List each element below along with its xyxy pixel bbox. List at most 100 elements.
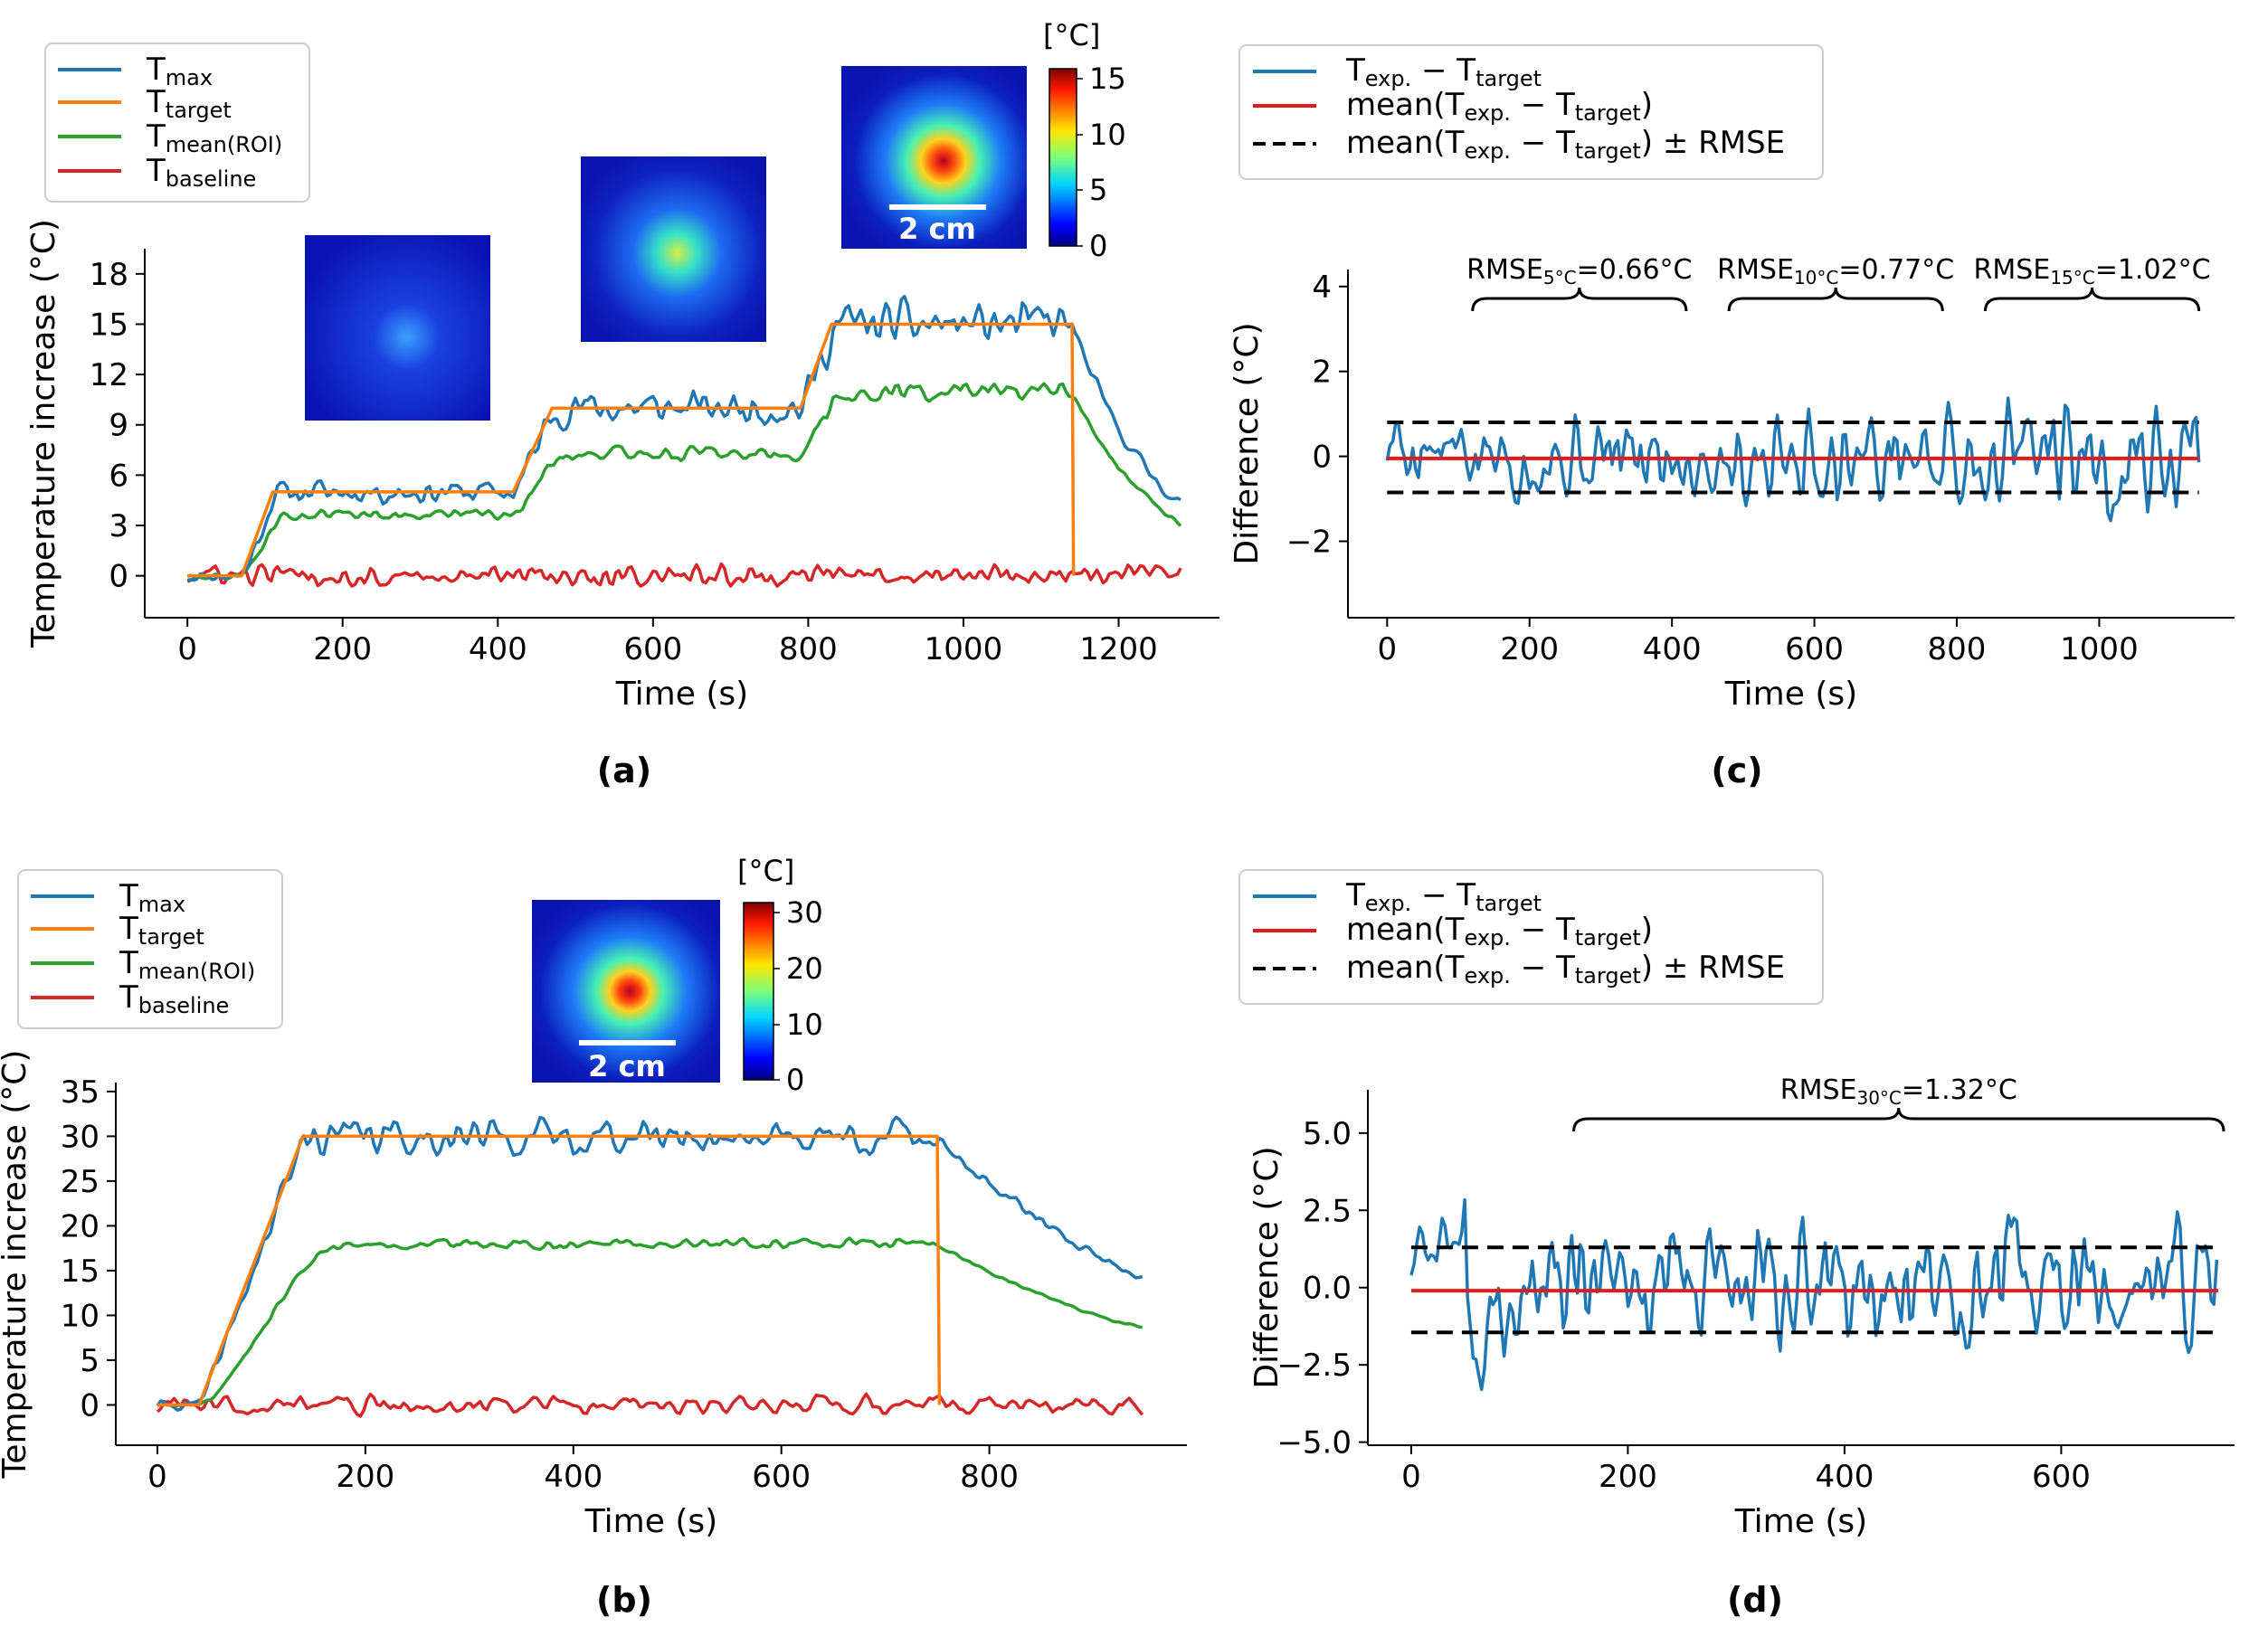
y-tick-label: 30 <box>61 1119 100 1155</box>
plot-area <box>1385 396 2201 523</box>
panel-d-label: (d) <box>1727 1580 1783 1620</box>
rmse-annotation: RMSE30°C=1.32°C <box>1780 1074 2017 1109</box>
panel-a-plot: 0 200 400 600 800 1000 1200 0 3 6 9 12 15 18 Time (s) T… <box>25 219 1219 713</box>
y-tick-label: 2.5 <box>1303 1193 1352 1229</box>
x-tick-label: 600 <box>1785 631 1844 667</box>
panel-b-legend: Tmax Ttarget Tmean(ROI) Tbaseline <box>17 869 283 1029</box>
x-tick-label: 400 <box>469 631 527 667</box>
rmse-annotation: RMSE15°C=1.02°C <box>1974 254 2211 289</box>
x-tick-label: 200 <box>336 1459 394 1495</box>
legend-label-mean: mean(Texp. − Ttarget) <box>1346 912 1653 951</box>
x-tick-label: 200 <box>313 631 372 667</box>
legend-label-ttarget: Ttarget <box>146 84 232 123</box>
panel-d-plot: 0 200 400 600 −5.0 −2.5 0.0 2.5 5.0 Time (s) Diffe… <box>1248 1074 2235 1540</box>
colorbar-tick-label: 5 <box>1089 173 1107 207</box>
thermal-image-30c: 2 cm <box>532 900 720 1083</box>
y-tick-label: 0 <box>80 1387 100 1424</box>
colorbar-unit: [°C] <box>1043 18 1100 52</box>
x-tick-label: 800 <box>779 631 838 667</box>
colorbar-unit: [°C] <box>737 854 794 888</box>
panel-b-label: (b) <box>596 1580 652 1620</box>
y-tick-label: 0 <box>109 559 128 595</box>
y-tick-label: 0 <box>1312 440 1332 476</box>
y-tick-label: 0.0 <box>1303 1271 1352 1307</box>
legend-frame <box>44 43 310 203</box>
series-difference <box>1385 396 2201 523</box>
y-tick-label: 12 <box>90 357 128 393</box>
legend-label-diff: Texp. − Ttarget <box>1345 52 1542 91</box>
panel-d: 0 200 400 600 −5.0 −2.5 0.0 2.5 5.0 Time (s) Diffe… <box>1238 869 2235 1620</box>
x-tick-label: 200 <box>1500 631 1559 667</box>
x-tick-label: 1000 <box>925 631 1003 667</box>
heatmap-inset <box>532 900 720 1083</box>
colorbar-tick-label: 0 <box>1089 229 1107 263</box>
x-axis-label: Time (s) <box>615 676 748 713</box>
y-tick-label: 15 <box>90 307 128 343</box>
series-tmax <box>156 1115 1143 1412</box>
panel-a: 0 200 400 600 800 1000 1200 0 3 6 9 12 15 18 Time (s) T… <box>25 18 1219 790</box>
y-tick-label: 4 <box>1312 270 1332 306</box>
y-tick-label: 3 <box>109 508 128 544</box>
x-tick-label: 0 <box>1377 631 1397 667</box>
panel-b-plot: 0 200 400 600 800 0 5 10 15 20 25 30 35 Time (s) Tempe… <box>0 1050 1187 1540</box>
plot-area <box>1409 1197 2219 1392</box>
panel-c-legend: Texp. − Ttarget mean(Texp. − Ttarget) me… <box>1238 44 1824 180</box>
legend-frame <box>17 869 283 1029</box>
y-tick-label: −2.5 <box>1276 1348 1352 1384</box>
x-tick-label: 1200 <box>1079 631 1158 667</box>
legend-label-diff: Texp. − Ttarget <box>1345 877 1542 916</box>
x-tick-label: 400 <box>544 1459 603 1495</box>
x-axis-label: Time (s) <box>584 1503 717 1540</box>
legend-label-tmax: Tmax <box>146 52 213 90</box>
colorbar-tick-label: 30 <box>786 895 823 930</box>
legend-label-rmse: mean(Texp. − Ttarget) ± RMSE <box>1346 950 1785 989</box>
colorbar-tick-label: 10 <box>786 1007 823 1042</box>
scale-bar-label: 2 cm <box>898 212 976 246</box>
x-axis-label: Time (s) <box>1724 676 1857 713</box>
legend-label-tbaseline: Tbaseline <box>119 979 229 1018</box>
legend-frame <box>1238 44 1824 180</box>
x-axis-label: Time (s) <box>1734 1503 1867 1540</box>
x-tick-label: 1000 <box>2060 631 2139 667</box>
y-axis-label: Temperature increase (°C) <box>25 219 62 648</box>
scale-bar-label: 2 cm <box>588 1049 666 1083</box>
colorbar <box>1049 68 1077 247</box>
x-tick-label: 800 <box>960 1459 1019 1495</box>
y-axis-label: Difference (°C) <box>1248 1146 1286 1388</box>
y-tick-label: 6 <box>109 458 128 494</box>
legend-label-rmse: mean(Texp. − Ttarget) ± RMSE <box>1346 125 1785 164</box>
plot-area <box>186 294 1182 588</box>
colorbar <box>743 902 774 1081</box>
panel-c: 0 200 400 600 800 1000 −2 0 2 4 Time (s) Difference… <box>1229 44 2235 790</box>
thermal-image-10c <box>581 156 766 342</box>
rmse-annotation: RMSE10°C=0.77°C <box>1717 254 1954 289</box>
legend-label-tmean: Tmean(ROI) <box>119 945 255 984</box>
x-tick-label: 600 <box>752 1459 811 1495</box>
panel-d-legend: Texp. − Ttarget mean(Texp. − Ttarget) me… <box>1238 869 1824 1005</box>
rmse-brace <box>1471 287 1688 312</box>
legend-label-mean: mean(Texp. − Ttarget) <box>1346 87 1653 126</box>
thermal-image-5c <box>305 235 490 421</box>
rmse-brace <box>1572 1107 2225 1132</box>
y-tick-label: 5 <box>80 1343 100 1379</box>
x-tick-label: 0 <box>177 631 197 667</box>
colorbar-tick-label: 20 <box>786 951 823 986</box>
series-difference <box>1409 1197 2219 1392</box>
x-tick-label: 600 <box>2032 1459 2091 1495</box>
legend-label-ttarget: Ttarget <box>119 911 204 950</box>
y-tick-label: 35 <box>61 1074 100 1111</box>
panel-c-label: (c) <box>1711 751 1762 790</box>
x-tick-label: 0 <box>1401 1459 1421 1495</box>
heatmap-inset <box>305 235 490 421</box>
x-tick-label: 400 <box>1643 631 1702 667</box>
thermal-image-15c: 2 cm <box>841 66 1027 249</box>
rmse-brace <box>1727 287 1944 312</box>
y-axis-label: Difference (°C) <box>1229 322 1266 564</box>
legend-label-tbaseline: Tbaseline <box>146 153 256 192</box>
x-tick-label: 600 <box>623 631 682 667</box>
x-tick-label: 200 <box>1599 1459 1657 1495</box>
x-tick-label: 400 <box>1815 1459 1874 1495</box>
colorbar-b: [°C] 0 10 20 30 <box>737 854 823 1097</box>
colorbar-tick-label: 10 <box>1089 118 1126 152</box>
